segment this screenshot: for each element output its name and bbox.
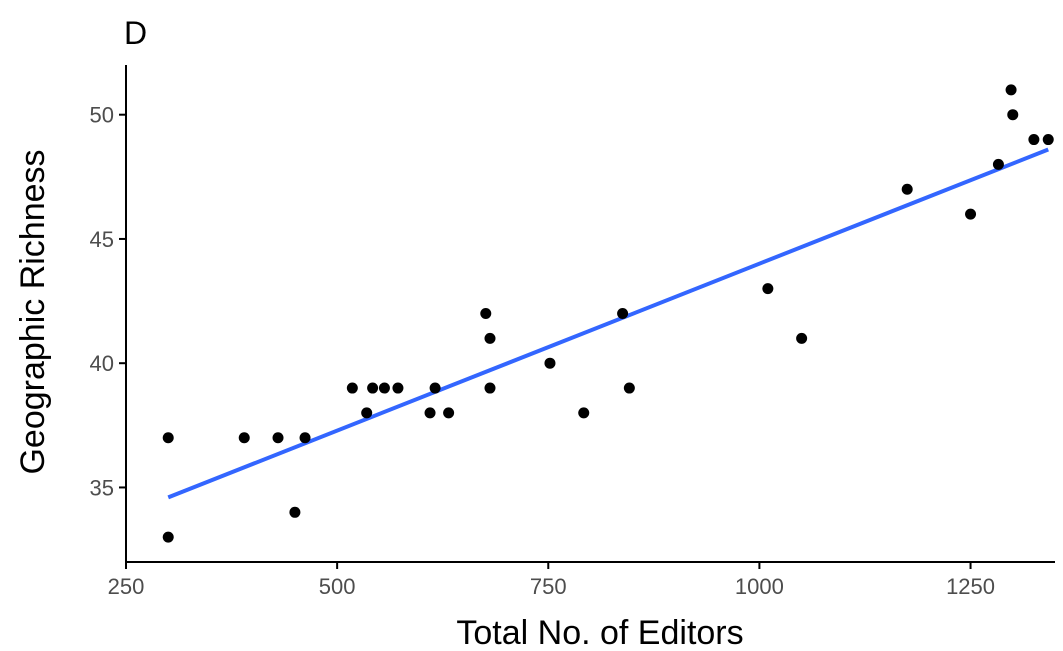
- data-point: [424, 407, 436, 419]
- data-point: [992, 158, 1004, 170]
- data-point: [484, 332, 496, 344]
- y-tick-label: 50: [90, 103, 114, 128]
- y-axis-ticks: 35 40 45 50: [90, 103, 126, 500]
- x-tick-label: 1000: [735, 574, 784, 599]
- data-point: [162, 432, 174, 444]
- x-tick-label: 1250: [946, 574, 995, 599]
- x-tick-label: 750: [530, 574, 567, 599]
- data-point: [162, 531, 174, 543]
- x-tick-label: 250: [108, 574, 145, 599]
- data-point: [299, 432, 311, 444]
- data-point: [1005, 84, 1017, 96]
- data-point: [272, 432, 284, 444]
- data-point: [544, 357, 556, 369]
- data-point: [346, 382, 358, 394]
- x-axis-ticks: 250 500 750 1000 1250: [108, 562, 995, 599]
- regression-line: [167, 147, 1049, 500]
- data-point: [1007, 109, 1019, 121]
- data-point: [796, 332, 808, 344]
- data-point: [378, 382, 390, 394]
- y-tick-label: 40: [90, 351, 114, 376]
- x-axis-title: Total No. of Editors: [456, 614, 743, 651]
- data-point: [361, 407, 373, 419]
- data-point: [367, 382, 379, 394]
- data-point: [429, 382, 441, 394]
- data-point: [901, 183, 913, 195]
- y-axis-title: Geographic Richness: [14, 149, 52, 474]
- data-point: [617, 308, 629, 319]
- data-point: [1042, 134, 1054, 146]
- data-point: [762, 283, 774, 295]
- data-point: [392, 382, 404, 394]
- data-point: [623, 382, 635, 394]
- x-tick-label: 500: [319, 574, 356, 599]
- data-point: [238, 432, 250, 444]
- y-tick-label: 35: [90, 475, 114, 500]
- data-point: [484, 382, 496, 394]
- data-point: [578, 407, 590, 419]
- data-point: [443, 407, 455, 419]
- data-point: [1028, 134, 1040, 146]
- data-points: [162, 84, 1054, 543]
- y-tick-label: 45: [90, 227, 114, 252]
- data-point: [480, 308, 492, 319]
- data-point: [965, 208, 977, 220]
- data-point: [289, 506, 301, 518]
- panel-label: D: [124, 15, 147, 51]
